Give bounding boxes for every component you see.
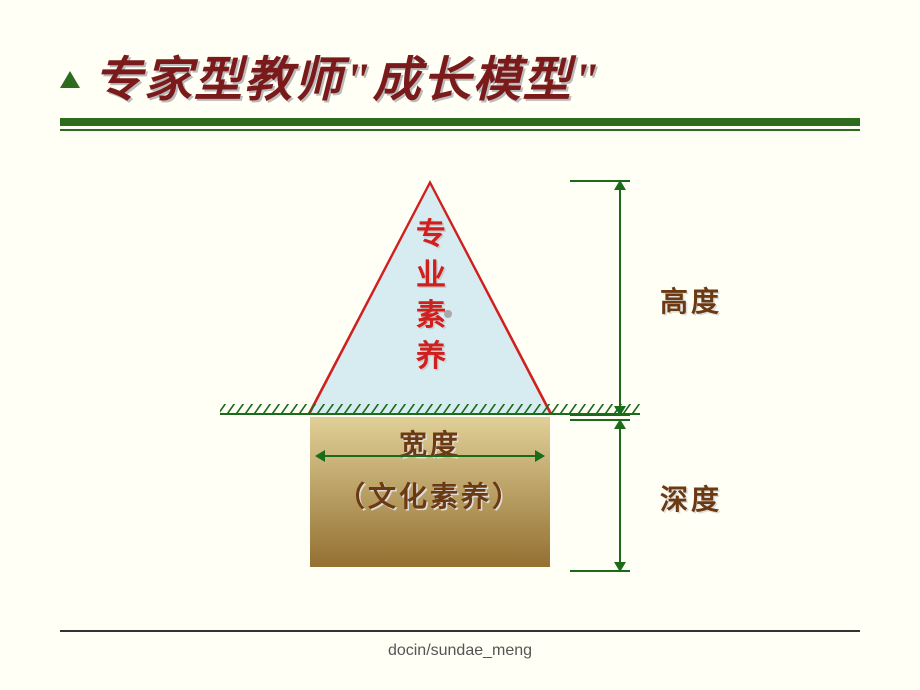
- title-row: 专家型教师"成长模型": [60, 40, 601, 110]
- bottom-rule: [60, 630, 860, 632]
- page-title: 专家型教师"成长模型": [94, 40, 601, 110]
- arrow-left-icon: [315, 450, 325, 462]
- triangle-label: 专 业 素 养: [415, 215, 447, 377]
- depth-dimension: [590, 419, 650, 572]
- culture-label: （文化素养）: [310, 475, 550, 515]
- footer-text: docin/sundae_meng: [0, 642, 920, 660]
- depth-label: 深度: [660, 478, 722, 518]
- arrow-up-icon: [614, 419, 626, 429]
- title-underline-thick: [60, 118, 860, 126]
- slide: 专家型教师"成长模型" 专 业 素 养 宽度 （文化素养）: [0, 0, 920, 690]
- title-bullet-icon: [60, 71, 80, 88]
- height-label: 高度: [660, 280, 722, 320]
- width-bracket: [315, 449, 545, 463]
- ground-hatch: [220, 404, 640, 413]
- arrow-up-icon: [614, 180, 626, 190]
- arrow-right-icon: [535, 450, 545, 462]
- height-dimension: [590, 180, 650, 416]
- center-marker-icon: [444, 310, 452, 318]
- growth-model-diagram: 专 业 素 养 宽度 （文化素养） 高度: [160, 185, 800, 595]
- title-underline: [60, 118, 860, 131]
- title-underline-thin: [60, 129, 860, 131]
